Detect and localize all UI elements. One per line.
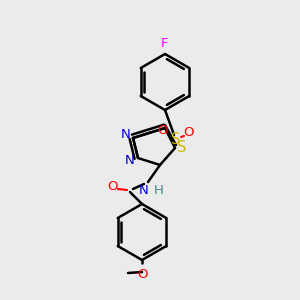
Text: H: H [154,184,164,197]
Text: O: O [137,268,147,281]
Text: N: N [120,128,130,142]
Text: N: N [125,154,135,167]
Text: N: N [138,184,148,197]
Text: F: F [161,37,169,50]
Text: O: O [107,181,117,194]
Text: S: S [171,133,181,148]
Text: O: O [158,124,168,137]
Text: O: O [184,127,194,140]
Text: S: S [177,140,186,155]
